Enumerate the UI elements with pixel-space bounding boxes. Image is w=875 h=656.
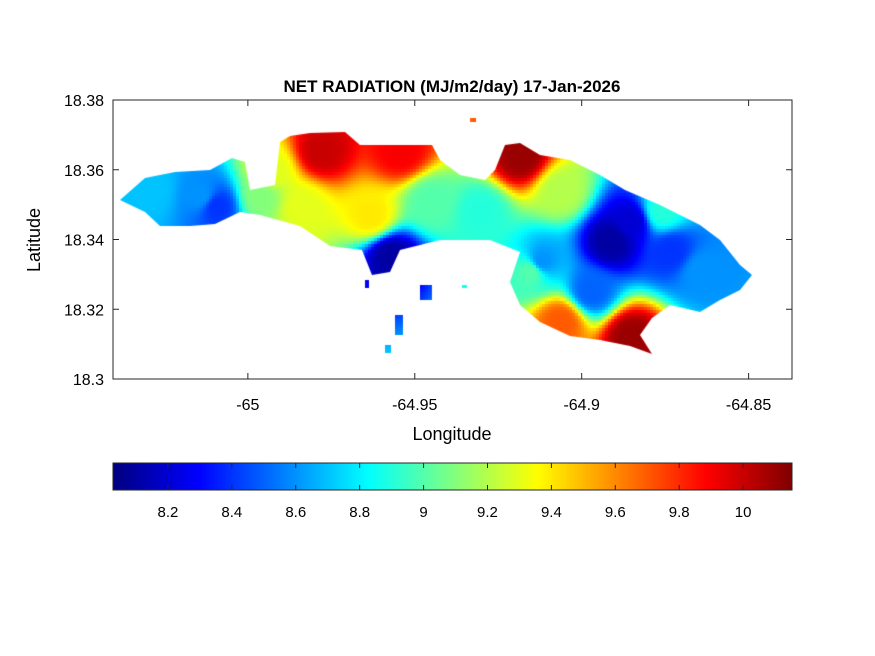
colorbar-tick-label: 9.6: [605, 504, 626, 521]
y-tick-label: 18.38: [64, 93, 104, 110]
y-axis-label: Latitude: [24, 208, 44, 272]
colorbar-tick-label: 8.2: [158, 504, 179, 521]
y-tick-label: 18.36: [64, 163, 104, 180]
x-tick-label: -65: [236, 397, 259, 414]
y-tick-label: 18.3: [73, 372, 104, 389]
x-tick-label: -64.9: [563, 397, 600, 414]
radiation-field-map: [113, 100, 792, 379]
y-tick-label: 18.32: [64, 302, 104, 319]
x-tick-label: -64.95: [392, 397, 437, 414]
colorbar-tick-label: 9.4: [541, 504, 562, 521]
colorbar-tick-label: 8.4: [221, 504, 242, 521]
colorbar-tick-label: 8.8: [349, 504, 370, 521]
colorbar-tick-label: 9.8: [669, 504, 690, 521]
colorbar-tick-label: 10: [735, 504, 752, 521]
colorbar-tick-label: 9: [419, 504, 427, 521]
colorbar-tick-label: 9.2: [477, 504, 498, 521]
colorbar-box: [112, 462, 793, 491]
chart-title: NET RADIATION (MJ/m2/day) 17-Jan-2026: [284, 77, 621, 96]
colorbar-tick-label: 8.6: [285, 504, 306, 521]
x-axis-label: Longitude: [412, 424, 491, 444]
axes-box: [112, 99, 793, 380]
y-tick-label: 18.34: [64, 233, 104, 250]
x-tick-label: -64.85: [726, 397, 771, 414]
